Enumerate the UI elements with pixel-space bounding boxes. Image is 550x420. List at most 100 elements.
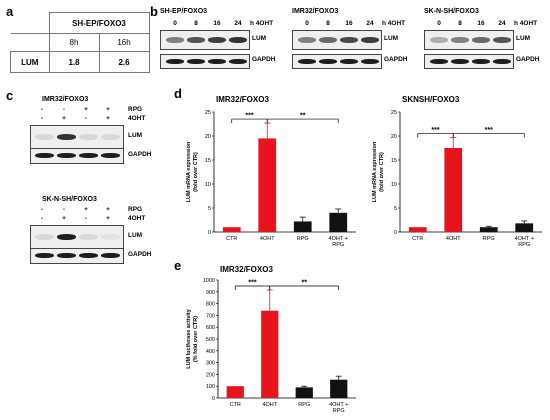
y-tick-label: 400 [206,349,215,355]
panel-c-oht-sign: + [62,215,66,222]
panel-c-row-label: GAPDH [128,151,152,158]
x-tick-label: 4OHT [446,236,461,242]
x-tick-label: 4OHT [260,236,275,242]
panel-b-row-label: GAPDH [384,56,408,63]
y-tick-label: 0 [394,230,397,236]
bar [226,386,244,398]
bar [295,387,313,398]
chart-title: SKNSH/FOXO3 [402,95,460,104]
panel-c-row-label: LUM [128,132,143,139]
panel-b-time-label: 16 [345,20,353,27]
chart-d2: SKNSH/FOXO3 LUM mRNA expression (fold over… [372,95,542,248]
panel-c-blot-gapdh [30,148,124,164]
table-value-8h: 1.8 [48,51,100,73]
panel-label-c: c [6,88,14,103]
panel-b-time-label: 8 [458,20,462,27]
x-tick-label: RPG [518,242,530,248]
panel-c-oht-sign: - [40,215,44,222]
panel-b-blot-gapdh [292,54,382,69]
chart-e1: IMR32/FOXO3 LUM luciferase activity (% fol… [186,265,356,414]
y-axis-label: (% fold over CTR) [193,316,199,362]
bar [330,379,348,398]
chart-d1: IMR32/FOXO3 LUM mRNA expression (fold over… [186,95,356,248]
panel-b-row-label: GAPDH [516,56,540,63]
chart-title: IMR32/FOXO3 [220,265,273,274]
blot-band [101,134,120,140]
blot-band [187,37,205,43]
blot-band [101,253,120,258]
panel-b-time-label: 24 [366,20,374,27]
blot-band [79,253,98,258]
y-tick-label: 1000 [203,278,215,284]
panel-label-d: d [174,86,182,101]
blot-band [79,153,98,158]
panel-c-oht-sign: - [40,115,44,122]
blot-band [35,153,54,158]
bar [258,138,277,232]
bar [515,223,534,232]
blot-band [101,234,120,240]
sig-label: ** [300,113,306,120]
blot-band [340,37,358,43]
panel-b-time-label: 0 [437,20,441,27]
panel-b-blot-lum [292,30,382,50]
panel-b-unit-label: h 4OHT [514,20,538,27]
panel-b-blot-title: SK-N-SH/FOXO3 [424,8,479,15]
panel-c-oht-sign: - [84,215,88,222]
y-axis-label: (fold over CTR) [379,152,385,192]
blot-band [430,37,448,43]
panel-b-time-label: 8 [326,20,330,27]
panel-c-blot-title: SK-N-SH/FOXO3 [42,196,97,203]
blot-band [208,37,226,43]
blot-band [340,59,358,64]
panel-c-oht-sign: + [62,115,66,122]
panel-c-rpg-label: RPG [128,206,143,213]
y-tick-label: 20 [391,134,397,140]
x-tick-label: 4OHT [262,402,277,408]
panel-c-rpg-label: RPG [128,106,143,113]
panel-c-rpg-sign: - [40,106,44,113]
panel-b-unit-label: h 4OHT [382,20,406,27]
panel-c-row-label: GAPDH [128,251,152,258]
sig-label: ** [302,280,308,287]
blot-band [472,37,490,43]
blot-band [35,134,54,140]
y-tick-label: 100 [206,384,215,390]
panel-b-time-label: 8 [194,20,198,27]
panel-b-blot-title: SH-EP/FOXO3 [160,8,208,15]
y-tick-label: 900 [206,290,215,296]
panel-c-rpg-sign: + [106,106,110,113]
panel-b-time-label: 24 [498,20,506,27]
blot-band [493,37,511,43]
y-tick-label: 300 [206,361,215,367]
y-tick-label: 600 [206,325,215,331]
sig-label: *** [248,280,256,287]
table-col-8h: 8h [48,33,100,52]
panel-b-time-label: 0 [173,20,177,27]
panel-c-oht-sign: + [106,115,110,122]
bar [479,227,498,232]
blot-band [451,59,469,64]
y-tick-label: 500 [206,337,215,343]
blot-band [361,37,379,43]
panel-b-row-label: GAPDH [252,56,276,63]
panel-b-row-label: LUM [384,35,399,42]
y-tick-label: 5 [394,206,397,212]
panel-c-oht-sign: - [84,115,88,122]
x-tick-label: CTR [230,402,241,408]
panel-b-row-label: LUM [252,35,267,42]
blot-band [79,234,98,240]
panel-c-rpg-sign: - [62,206,66,213]
x-tick-label: 4OHT + [329,236,348,242]
x-tick-label: RPG [297,236,309,242]
panel-label-e: e [174,258,182,273]
bar [329,212,348,232]
panel-c-blot-lum [30,125,124,149]
table-col-16h: 16h [98,33,150,52]
x-tick-label: RPG [333,408,345,414]
blot-band [208,59,226,64]
y-axis-label: LUM mRNA expression [372,141,378,202]
panel-c-oht-label: 4OHT [128,215,146,222]
y-tick-label: 10 [205,182,211,188]
panel-label-b: b [150,4,158,19]
